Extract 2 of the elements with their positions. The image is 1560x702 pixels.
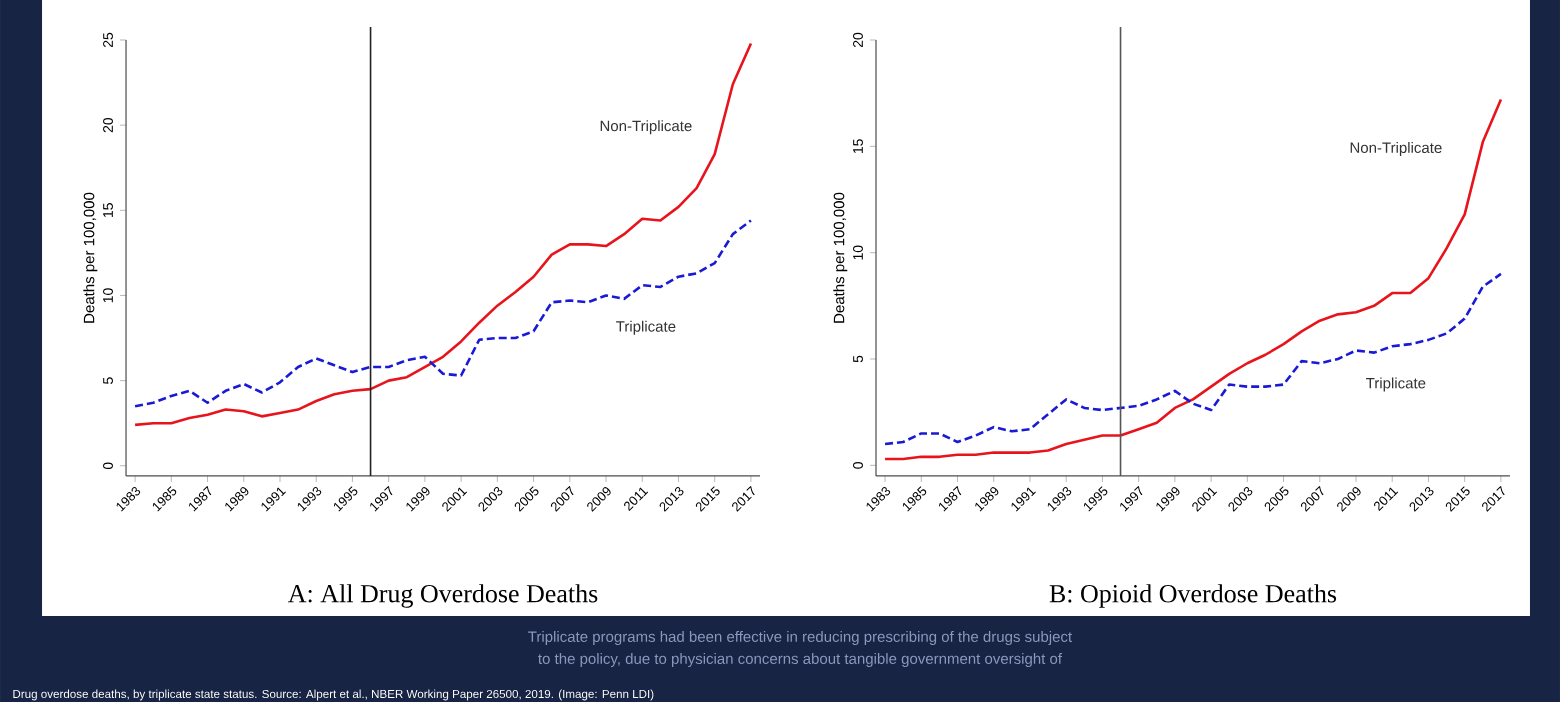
text: A: All Drug Overdose Deaths — [288, 584, 598, 608]
text: B: Opioid Overdose Deaths — [1049, 584, 1337, 608]
